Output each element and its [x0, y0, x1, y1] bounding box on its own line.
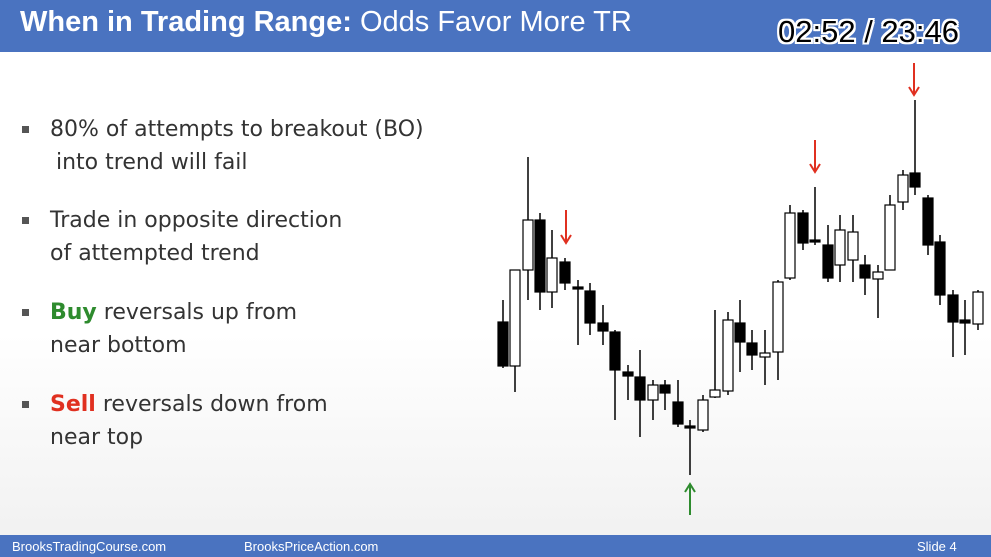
- candle-body: [872, 271, 884, 280]
- candle-body: [947, 294, 959, 323]
- arrow-head: [560, 234, 572, 245]
- bullet-marker: [22, 217, 29, 224]
- line-text: 80% of attempts to breakout (BO): [50, 117, 424, 142]
- bullet-marker: [22, 309, 29, 316]
- line-text: Trade in opposite direction: [50, 208, 343, 233]
- footer-left: BrooksTradingCourse.com: [12, 539, 167, 554]
- bullet-line: Buy reversals up from: [50, 296, 297, 329]
- candle-body: [784, 212, 796, 279]
- line-text: reversals up from: [103, 300, 298, 325]
- candle-body: [734, 322, 746, 343]
- candle-body: [772, 281, 784, 353]
- candle-body: [597, 322, 609, 332]
- candle-body: [759, 352, 771, 358]
- bullet-line: near bottom: [50, 329, 297, 362]
- candle-body: [559, 261, 571, 284]
- candle-body: [859, 264, 871, 279]
- footer-middle: BrooksPriceAction.com: [244, 539, 379, 554]
- candle-body: [546, 257, 558, 293]
- bullet: Buy reversals up from near bottom: [22, 296, 297, 362]
- candle-body: [609, 331, 621, 371]
- candle-body: [797, 212, 809, 244]
- bullet-line: 80% of attempts to breakout (BO): [50, 113, 424, 146]
- candle-body: [972, 291, 984, 325]
- candle-body: [509, 269, 521, 367]
- bullet: Sell reversals down from near top: [22, 388, 328, 454]
- bullet-marker: [22, 126, 29, 133]
- line-text: near top: [50, 425, 144, 450]
- candle-body: [909, 172, 921, 188]
- candle-body: [934, 241, 946, 296]
- title-rest: Odds Favor More TR: [359, 6, 632, 38]
- candle-body: [922, 197, 934, 246]
- line-text: reversals down from: [102, 392, 328, 417]
- video-timer: 02:52 / 23:46: [778, 14, 959, 49]
- candle-body: [834, 229, 846, 266]
- emphasis: Buy: [50, 300, 97, 325]
- line-text: of attempted trend: [50, 241, 260, 266]
- candle-body: [709, 389, 721, 398]
- bullet-marker: [22, 401, 29, 408]
- slide-number: Slide 4: [917, 539, 957, 554]
- bullet-line: near top: [50, 421, 328, 454]
- line-text: near bottom: [50, 333, 187, 358]
- footer-bar: BrooksTradingCourse.com BrooksPriceActio…: [0, 535, 991, 557]
- candle-body: [672, 401, 684, 425]
- emphasis: Sell: [50, 392, 96, 417]
- bullet-line: Trade in opposite direction: [50, 204, 342, 237]
- candle-body: [897, 174, 909, 203]
- bullet-line: into trend will fail: [56, 146, 424, 179]
- arrow-head: [684, 482, 696, 493]
- candlestick-chart: [497, 63, 984, 515]
- title: When in Trading Range: Odds Favor More T…: [20, 6, 632, 39]
- candle-body: [647, 384, 659, 401]
- candle-body: [622, 371, 634, 377]
- candle-body: [659, 384, 671, 394]
- candle-body: [572, 286, 584, 290]
- candle-body: [634, 376, 646, 401]
- candle-body: [847, 231, 859, 261]
- header-bar: When in Trading Range: Odds Favor More T…: [0, 0, 991, 52]
- title-bold: When in Trading Range:: [20, 6, 352, 38]
- candle-body: [809, 239, 821, 243]
- bullet-line: of attempted trend: [50, 237, 342, 270]
- candle-body: [822, 244, 834, 279]
- bullet: Trade in opposite direction of attempted …: [22, 204, 342, 270]
- candle-body: [522, 219, 534, 271]
- candle-body: [684, 425, 696, 429]
- candle-body: [697, 399, 709, 431]
- candle-body: [959, 319, 971, 324]
- candle-body: [497, 321, 509, 367]
- candle-body: [722, 319, 734, 392]
- candle-body: [584, 290, 596, 324]
- arrow-head: [908, 86, 920, 97]
- bullet-line: Sell reversals down from: [50, 388, 328, 421]
- line-text: into trend will fail: [56, 150, 248, 175]
- candle-body: [534, 219, 546, 293]
- candle-body: [884, 204, 896, 271]
- bullet: 80% of attempts to breakout (BO) into tre…: [22, 113, 424, 179]
- arrow-head: [809, 163, 821, 174]
- candle-body: [746, 342, 758, 356]
